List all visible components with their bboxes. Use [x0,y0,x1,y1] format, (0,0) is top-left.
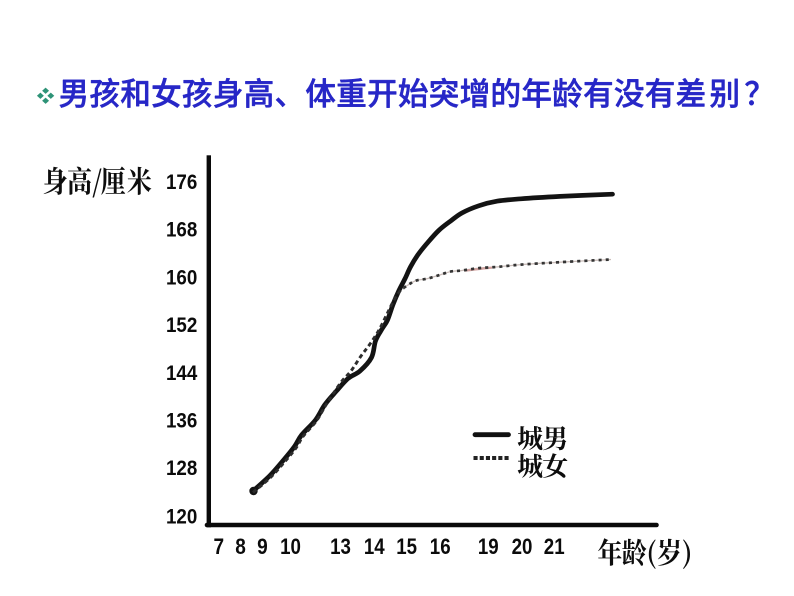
svg-text:160: 160 [166,266,197,289]
svg-text:152: 152 [166,314,197,337]
svg-text:120: 120 [166,506,197,529]
svg-text:8: 8 [235,534,246,559]
svg-text:9: 9 [257,534,268,559]
svg-text:7: 7 [214,534,225,559]
svg-text:20: 20 [512,534,533,559]
svg-text:19: 19 [478,534,499,559]
svg-text:144: 144 [166,362,198,385]
svg-text:168: 168 [166,219,198,242]
svg-text:16: 16 [430,534,451,559]
svg-text:128: 128 [166,457,198,480]
svg-text:176: 176 [166,171,197,194]
svg-text:15: 15 [396,534,417,559]
svg-text:21: 21 [544,534,565,559]
svg-text:14: 14 [364,534,385,559]
svg-text:136: 136 [166,410,197,433]
svg-text:10: 10 [280,534,301,559]
svg-text:13: 13 [330,534,351,559]
